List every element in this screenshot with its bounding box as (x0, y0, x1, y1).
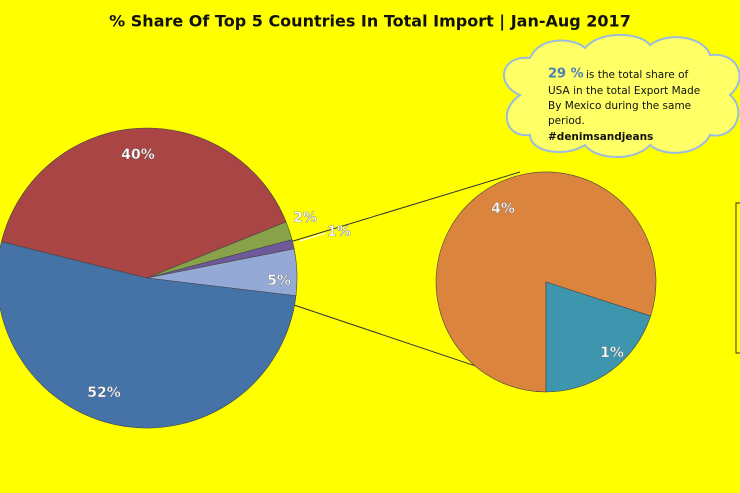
connector (289, 171, 521, 243)
annotation-text: period. (548, 115, 585, 127)
data-label: 1% (600, 345, 624, 361)
chart-title: % Share Of Top 5 Countries In Total Impo… (109, 12, 631, 32)
data-label: 2% (293, 210, 317, 226)
data-label: 4% (491, 201, 515, 217)
data-label: 5% (267, 273, 291, 289)
leader-line (299, 232, 327, 242)
annotation-text: #denimsandjeans (548, 131, 653, 143)
pie-slice (545, 281, 651, 393)
annotation-text: USA in the total Export Made (548, 85, 700, 97)
pie-slice (1, 127, 287, 279)
data-label: 1% (327, 224, 351, 240)
pie-slice (0, 241, 297, 429)
legend-box (735, 202, 740, 354)
annotation-text: is the total share of (586, 69, 689, 81)
data-label: 52% (87, 385, 121, 401)
annotation-cloud (503, 33, 740, 158)
data-label: 40% (121, 147, 155, 163)
annotation-text: By Mexico during the same (548, 100, 691, 112)
annotation-highlight: 29 % (548, 67, 584, 82)
